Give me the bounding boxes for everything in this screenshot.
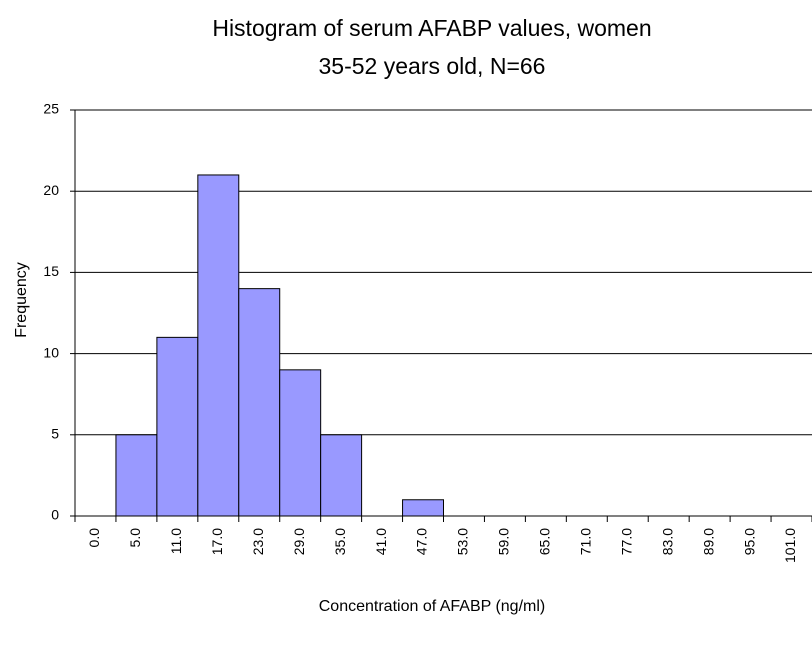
x-tick-label: 101.0 [782,528,798,563]
chart-title: 35-52 years old, N=66 [319,53,546,79]
bar [238,288,281,517]
y-tick-label: 5 [51,426,59,442]
y-axis-label: Frequency [13,262,30,338]
x-tick-label: 95.0 [741,528,757,555]
x-tick-label: 11.0 [168,528,184,554]
x-tick-label: 29.0 [291,528,307,555]
x-tick-label: 5.0 [127,528,143,548]
bar [156,336,199,517]
chart-title: Histogram of serum AFABP values, women [212,15,651,41]
y-tick-label: 15 [43,263,59,279]
x-tick-label: 0.0 [86,528,102,548]
x-tick-label: 89.0 [700,528,716,555]
bar [320,434,363,517]
bar [279,369,322,517]
bar [402,499,444,517]
x-tick-label: 77.0 [618,528,634,555]
x-tick-label: 83.0 [659,528,675,555]
x-tick-label: 23.0 [250,528,266,555]
x-tick-label: 59.0 [496,528,512,555]
x-tick-label: 65.0 [537,528,553,555]
x-tick-label: 71.0 [578,528,594,555]
x-axis-label: Concentration of AFABP (ng/ml) [319,598,545,615]
y-tick-label: 0 [51,507,59,523]
y-tick-label: 25 [43,101,59,117]
y-tick-label: 10 [43,344,59,360]
bar [115,434,158,517]
x-tick-label: 53.0 [455,528,471,555]
x-tick-label: 47.0 [414,528,430,555]
y-tick-label: 20 [43,182,59,198]
bar [197,174,240,517]
x-tick-label: 41.0 [373,528,389,555]
x-tick-label: 17.0 [209,528,225,555]
x-tick-label: 35.0 [332,528,348,555]
